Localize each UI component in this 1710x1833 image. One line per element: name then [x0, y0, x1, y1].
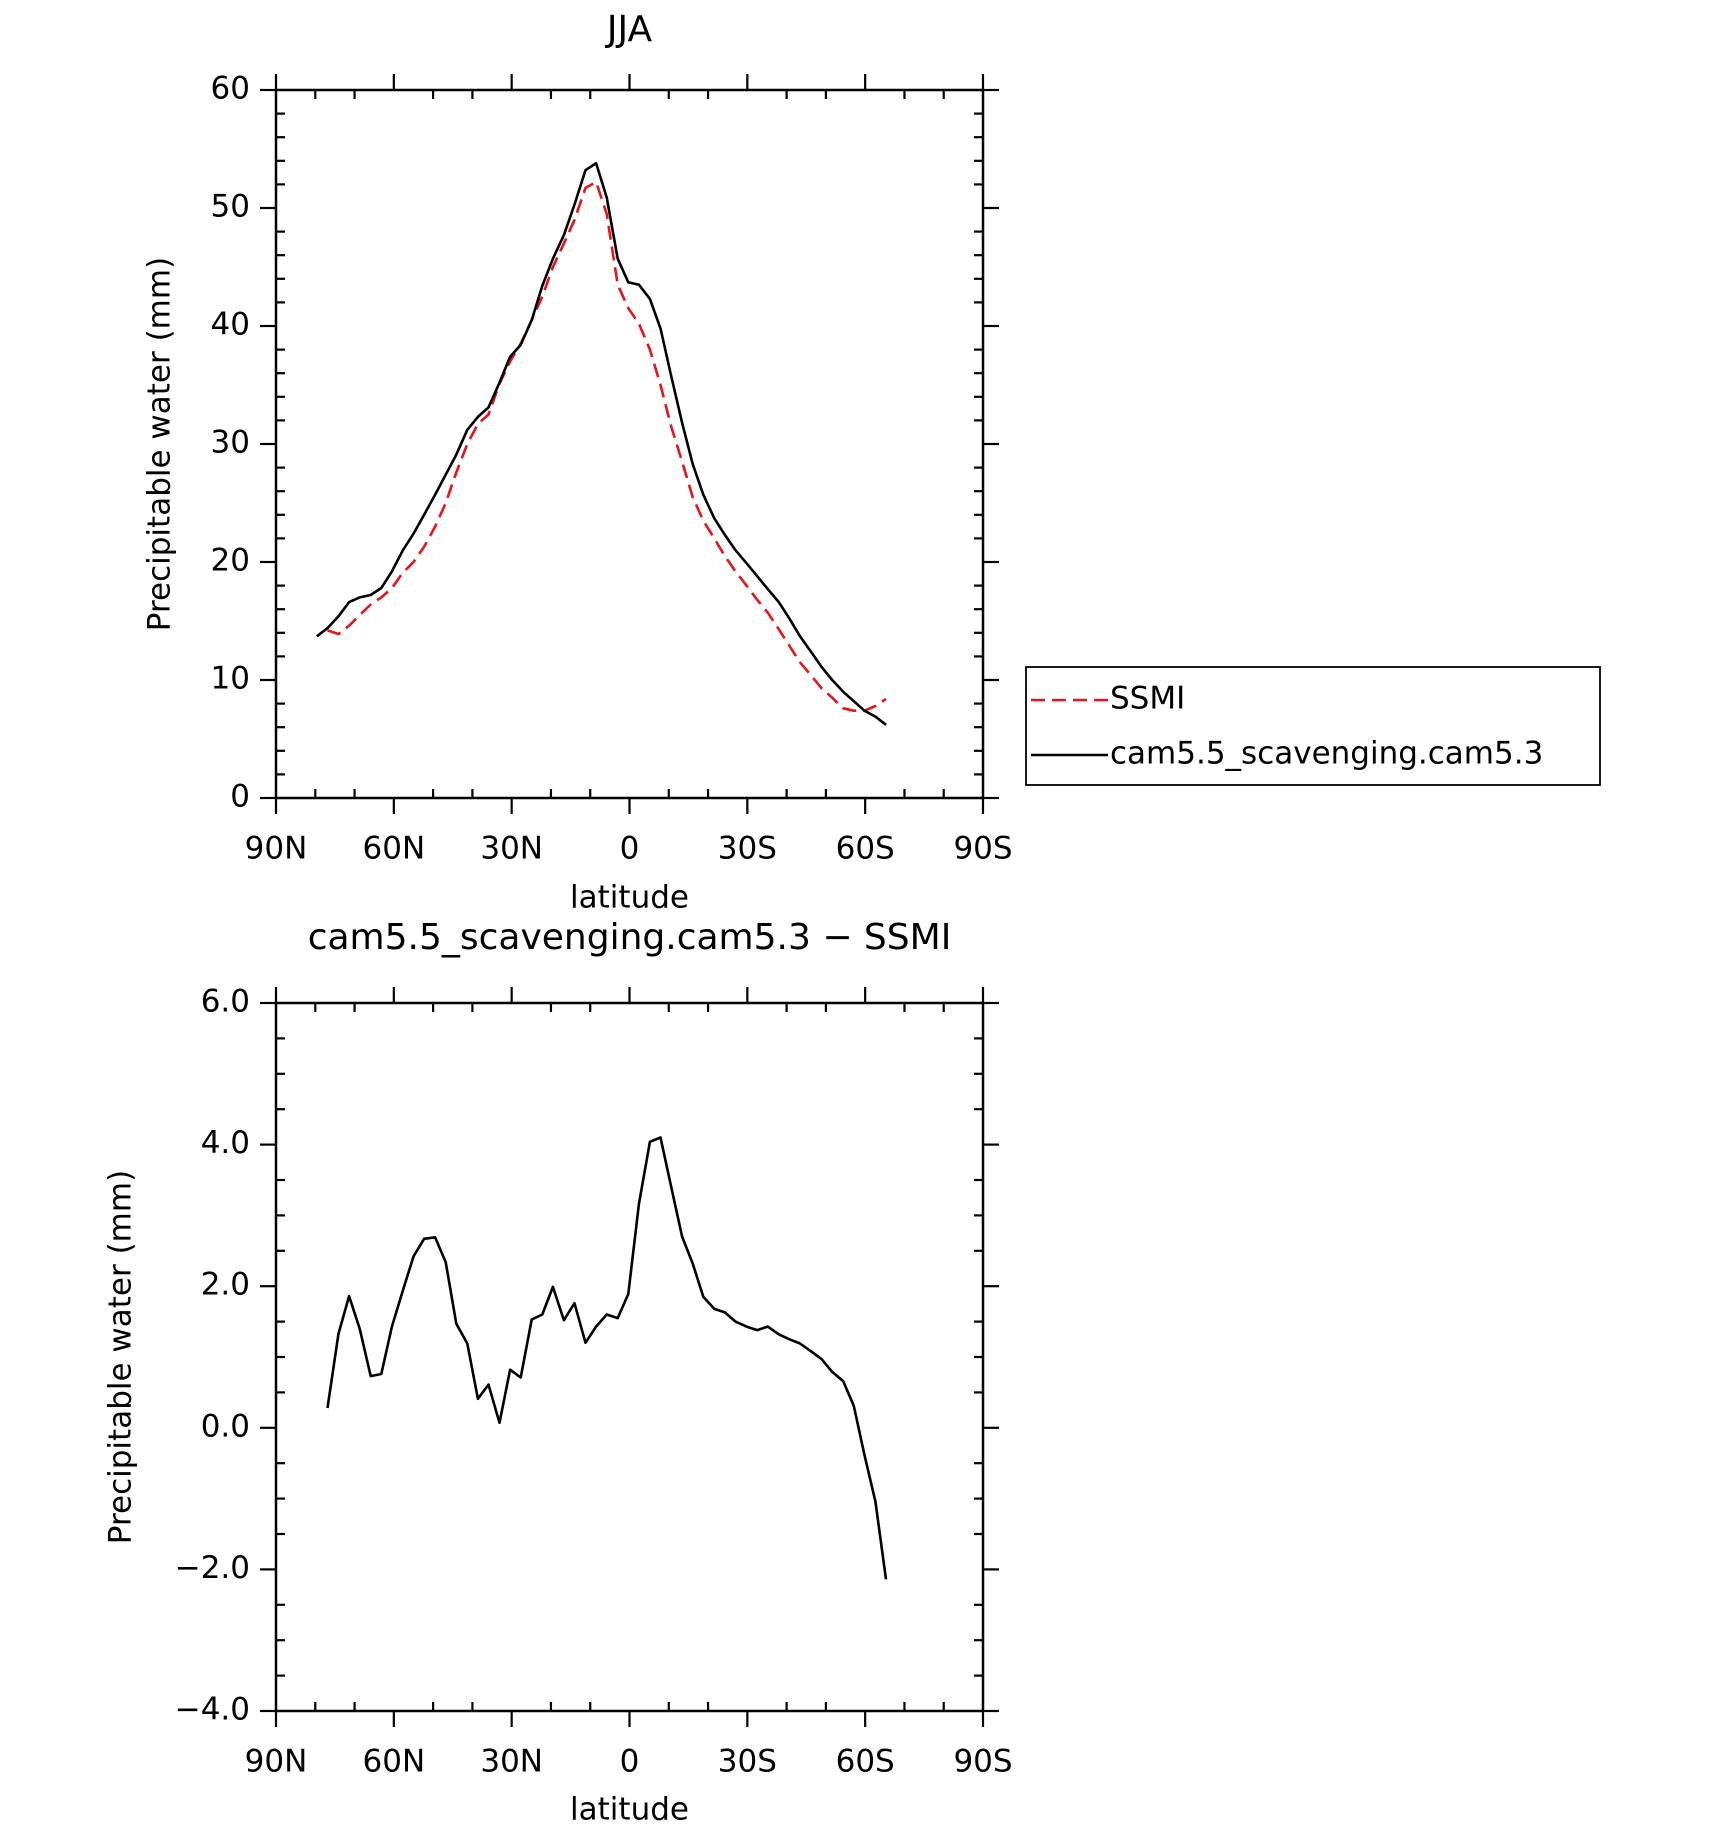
y-tick-label: 20: [211, 543, 250, 579]
x-tick-label: 60N: [363, 831, 426, 867]
legend-label: SSMI: [1110, 681, 1185, 717]
x-tick-label: 90S: [953, 831, 1012, 867]
plot: JJA latitude Precipitable water (mm) 0 10 20 3…: [142, 9, 1601, 916]
x-tick-label: 0: [620, 1744, 640, 1780]
y-tick-label: 0.0: [201, 1408, 250, 1444]
x-tick-label: 0: [620, 831, 640, 867]
x-tick-label: 30S: [718, 831, 777, 867]
y-tick-label: 6.0: [201, 984, 250, 1020]
y-tick-label: 0: [230, 779, 250, 815]
x-tick-label: 30N: [480, 831, 543, 867]
legend-label: cam5.5_scavenging.cam5.3: [1110, 736, 1543, 772]
x-tick-label: 60N: [363, 1744, 426, 1780]
data-line: [316, 161, 887, 726]
x-tick-label: 90N: [245, 831, 308, 867]
y-tick-label: 10: [211, 661, 250, 697]
legend-box: [1025, 666, 1601, 786]
x-tick-label: 30S: [718, 1744, 777, 1780]
y-tick-label: 40: [211, 307, 250, 343]
x-tick-label: 30N: [480, 1744, 543, 1780]
y-tick-label: 4.0: [201, 1125, 250, 1161]
x-tick-label: 90N: [245, 1744, 308, 1780]
y-tick-label: 60: [211, 71, 250, 107]
x-axis-label: latitude: [570, 880, 689, 916]
plot-frame: [274, 88, 985, 800]
plot: cam5.5_scavenging.cam5.3 − SSMI latitude P…: [103, 917, 1013, 1828]
data-line: [326, 1136, 888, 1580]
x-tick-label: 60S: [836, 1744, 895, 1780]
x-tick-label: 90S: [953, 1744, 1012, 1780]
x-tick-label: 60S: [836, 831, 895, 867]
legend: SSMI cam5.5_scavenging.cam5.3: [1025, 666, 1601, 786]
y-axis-label: Precipitable water (mm): [103, 1170, 139, 1544]
y-tick-label: 50: [211, 189, 250, 225]
y-axis-label: Precipitable water (mm): [142, 257, 178, 631]
chart-title: JJA: [605, 9, 653, 50]
y-tick-label: 2.0: [201, 1267, 250, 1303]
chart-title: cam5.5_scavenging.cam5.3 − SSMI: [308, 917, 952, 958]
data-line: [327, 180, 887, 712]
x-axis-label: latitude: [570, 1792, 689, 1828]
y-tick-label: 30: [211, 425, 250, 461]
plot-frame: [274, 1001, 985, 1713]
y-tick-label: −4.0: [175, 1692, 250, 1728]
y-tick-label: −2.0: [175, 1550, 250, 1586]
